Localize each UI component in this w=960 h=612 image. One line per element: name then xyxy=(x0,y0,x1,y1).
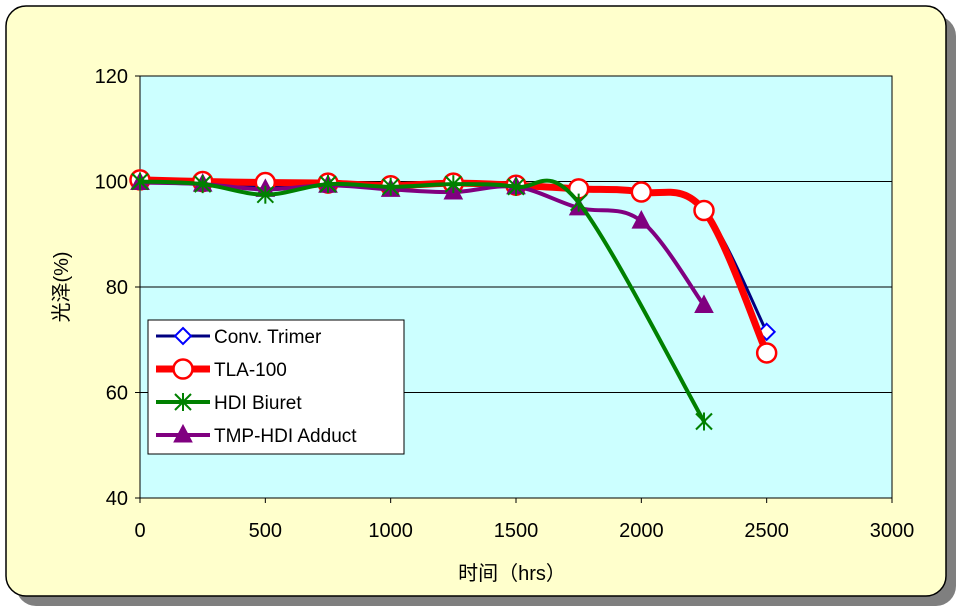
x-axis-title: 时间（hrs） xyxy=(458,562,566,585)
data-point-hdi-biuret xyxy=(569,193,588,212)
data-point-hdi-biuret xyxy=(507,177,525,196)
series-layer xyxy=(129,169,778,431)
legend-label: TLA-100 xyxy=(214,360,287,381)
x-tick-label: 1000 xyxy=(368,520,413,542)
x-tick-label: 500 xyxy=(249,520,282,542)
data-point-hdi-biuret xyxy=(256,185,275,204)
legend-label: Conv. Trimer xyxy=(214,327,322,348)
x-tick-label: 1500 xyxy=(494,520,539,542)
data-point-tla-100 xyxy=(755,342,778,364)
y-tick-label: 120 xyxy=(95,66,128,88)
series-line-hdi-biuret xyxy=(138,178,706,424)
x-tick-label: 3000 xyxy=(870,520,915,542)
data-point-hdi-biuret xyxy=(131,172,149,191)
legend-marker xyxy=(173,423,193,443)
legend-item-tla-100: TLA-100 xyxy=(156,358,287,381)
legend-marker xyxy=(173,326,193,346)
data-point-tmp-hdi-adduct xyxy=(631,209,652,229)
data-point-tmp-hdi-adduct xyxy=(694,294,714,313)
x-axis-ticks: 0 500 1000 1500 2000 2500 3000 xyxy=(134,498,914,542)
x-tick-label: 0 xyxy=(134,520,145,542)
data-point-tla-100 xyxy=(693,199,715,222)
y-tick-label: 80 xyxy=(106,277,128,299)
legend-marker xyxy=(174,393,192,411)
y-tick-label: 100 xyxy=(95,172,128,194)
legend: Conv. Trimer TLA-100 HDI Biuret TMP-HDI Add… xyxy=(147,319,405,455)
data-point-hdi-biuret xyxy=(381,177,400,196)
x-tick-label: 2000 xyxy=(619,520,664,542)
legend-item-conv-trimer: Conv. Trimer xyxy=(156,326,322,348)
data-point-tla-100 xyxy=(630,181,653,203)
legend-label: HDI Biuret xyxy=(214,393,302,414)
y-axis-title: 光泽(%) xyxy=(50,251,73,322)
data-point-hdi-biuret xyxy=(319,175,337,194)
legend-item-hdi-biuret: HDI Biuret xyxy=(156,393,302,414)
data-point-hdi-biuret xyxy=(695,412,713,431)
legend-item-tmp-hdi-adduct: TMP-HDI Adduct xyxy=(156,423,357,447)
y-tick-label: 40 xyxy=(106,488,128,510)
legend-label: TMP-HDI Adduct xyxy=(214,426,357,447)
y-tick-label: 60 xyxy=(106,383,128,405)
data-point-hdi-biuret xyxy=(444,175,463,194)
x-tick-label: 2500 xyxy=(744,520,789,542)
data-point-hdi-biuret xyxy=(193,175,212,194)
y-axis-ticks: 40 60 80 100 120 xyxy=(95,66,140,510)
legend-box xyxy=(147,319,405,455)
legend-marker xyxy=(172,358,194,380)
